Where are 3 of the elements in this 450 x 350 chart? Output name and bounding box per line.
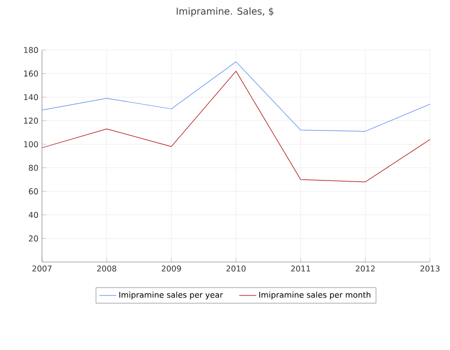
line-series: [42, 70, 430, 182]
chart-title: Imipramine. Sales, $: [176, 7, 274, 17]
line-series: [42, 61, 430, 132]
